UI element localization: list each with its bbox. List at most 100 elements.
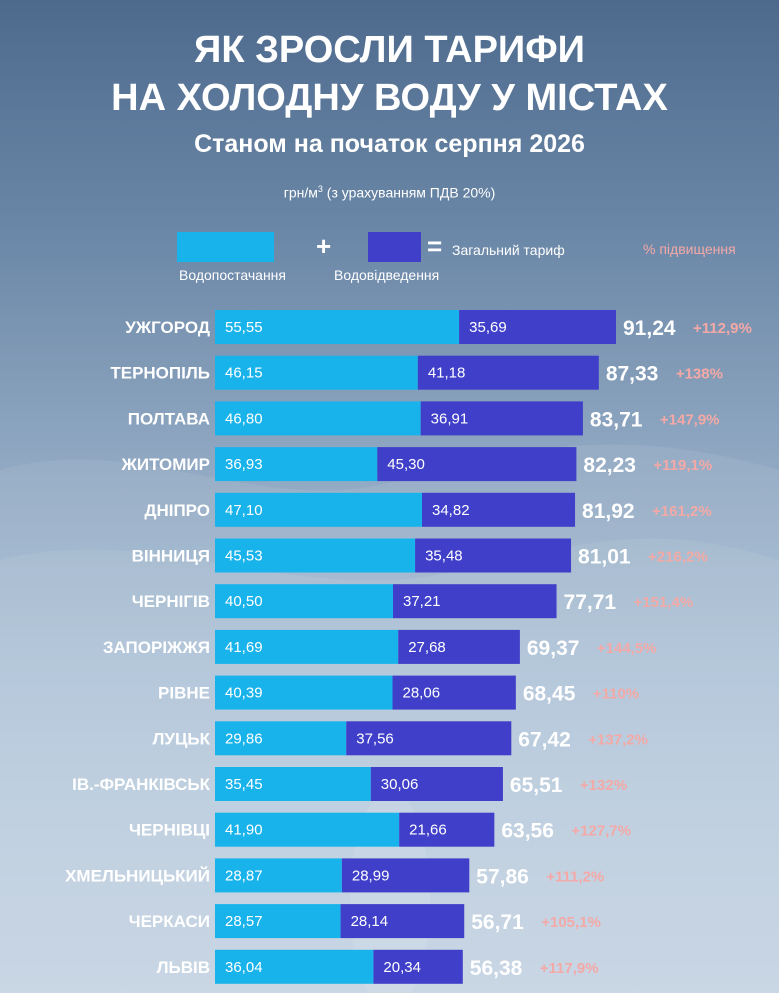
subtitle: Станом на початок серпня 2026: [194, 130, 585, 158]
city-label: ВІННИЦЯ: [132, 547, 210, 566]
unit-suffix: (з урахуванням ПДВ 20%): [322, 184, 496, 201]
supply-value-label: 41,69: [225, 639, 263, 656]
drainage-value-label: 20,34: [383, 959, 421, 976]
drainage-value-label: 35,69: [469, 319, 507, 336]
bar-drainage: [422, 492, 576, 527]
city-label: ЧЕРКАСИ: [129, 912, 210, 931]
drainage-value-label: 45,30: [387, 456, 425, 473]
bar-drainage: [373, 949, 463, 984]
unit-superscript: 3: [317, 184, 323, 194]
bar-supply: [215, 310, 460, 344]
title-line-1: ЯК ЗРОСЛИ ТАРИФИ: [194, 29, 585, 71]
bar-drainage: [392, 675, 516, 710]
title-line-2: НА ХОЛОДНУ ВОДУ У МІСТАХ: [111, 77, 668, 119]
bar-drainage: [420, 401, 583, 436]
legend-total-label: Загальний тариф: [452, 242, 565, 258]
city-label: ЗАПОРІЖЖЯ: [103, 638, 210, 657]
bar-supply: [215, 538, 416, 573]
increase-label: +132%: [580, 777, 627, 794]
bar-drainage: [377, 447, 577, 482]
drainage-value-label: 36,91: [431, 410, 469, 427]
total-value-label: 87,33: [606, 363, 659, 386]
city-label: РІВНЕ: [158, 684, 210, 703]
total-value-label: 56,71: [471, 911, 524, 934]
increase-label: +137,2%: [588, 731, 648, 748]
drainage-value-label: 21,66: [409, 822, 447, 839]
drainage-value-label: 30,06: [381, 776, 419, 793]
bar-supply: [215, 492, 423, 527]
drainage-value-label: 37,21: [403, 593, 441, 610]
bar-supply: [215, 767, 371, 801]
bar-supply: [215, 812, 400, 847]
legend-drainage-label: Водовідведення: [334, 267, 440, 283]
total-value-label: 69,37: [527, 637, 580, 660]
legend-equals: =: [427, 231, 443, 261]
legend-supply-label: Водопостачання: [179, 267, 286, 283]
city-label: ЛЬВІВ: [157, 958, 210, 977]
supply-value-label: 55,55: [225, 319, 263, 336]
bar-drainage: [417, 355, 599, 390]
bar-supply: [215, 721, 347, 756]
supply-value-label: 29,86: [225, 730, 263, 747]
bar-supply: [215, 447, 378, 482]
city-label: УЖГОРОД: [125, 318, 210, 337]
legend-swatch-drainage: [368, 232, 421, 262]
increase-label: +110%: [593, 686, 639, 703]
supply-value-label: 45,53: [225, 548, 263, 565]
legend-increase-label: % підвищення: [643, 241, 736, 257]
total-value-label: 91,24: [623, 317, 676, 340]
increase-label: +151,4%: [634, 594, 694, 611]
total-value-label: 56,38: [470, 957, 523, 980]
total-value-label: 83,71: [590, 408, 643, 431]
drainage-value-label: 28,14: [351, 913, 389, 930]
supply-value-label: 36,93: [225, 456, 263, 473]
city-label: ХМЕЛЬНИЦЬКИЙ: [65, 866, 210, 885]
drainage-value-label: 34,82: [432, 502, 470, 519]
increase-label: +144,5%: [597, 640, 657, 657]
city-label: ЧЕРНІВЦІ: [129, 821, 210, 840]
bar-drainage: [459, 310, 616, 344]
increase-label: +147,9%: [660, 411, 720, 428]
unit-note: грн/м3 (з урахуванням ПДВ 20%): [0, 180, 779, 202]
supply-value-label: 28,87: [225, 867, 263, 884]
bar-drainage: [346, 721, 512, 756]
increase-label: +138%: [676, 366, 723, 383]
increase-label: +127,7%: [571, 823, 631, 840]
supply-value-label: 46,80: [225, 410, 263, 427]
increase-label: +161,2%: [652, 503, 712, 520]
supply-value-label: 46,15: [225, 365, 263, 382]
bar-drainage: [398, 629, 520, 664]
bar-drainage: [415, 538, 572, 573]
total-value-label: 77,71: [564, 591, 617, 614]
bar-supply: [215, 858, 342, 893]
supply-value-label: 47,10: [225, 502, 263, 519]
increase-label: +216,2%: [648, 549, 708, 566]
drainage-value-label: 28,99: [352, 867, 390, 884]
total-value-label: 67,42: [518, 728, 571, 751]
bar-drainage: [392, 584, 557, 619]
city-label: ДНІПРО: [144, 501, 210, 520]
bar-supply: [215, 904, 341, 939]
total-value-label: 82,23: [583, 454, 636, 477]
total-value-label: 68,45: [523, 683, 576, 706]
bar-supply: [215, 401, 421, 436]
legend-plus: +: [316, 231, 332, 261]
bar-supply: [215, 355, 418, 390]
total-value-label: 65,51: [510, 774, 563, 797]
total-value-label: 81,92: [582, 500, 635, 523]
bar-supply: [215, 675, 393, 710]
supply-value-label: 40,39: [225, 685, 263, 702]
unit-prefix: грн/м: [283, 184, 318, 201]
city-label: ІВ.-ФРАНКІВСЬК: [72, 775, 211, 794]
increase-label: +112,9%: [693, 320, 752, 337]
bar-drainage: [341, 858, 470, 893]
city-label: ПОЛТАВА: [128, 409, 210, 428]
total-value-label: 63,56: [501, 820, 554, 843]
bar-supply: [215, 629, 399, 664]
city-label: ЧЕРНІГІВ: [132, 592, 210, 611]
drainage-value-label: 28,06: [403, 685, 441, 702]
supply-value-label: 36,04: [225, 959, 263, 976]
drainage-value-label: 37,56: [356, 730, 394, 747]
bar-drainage: [370, 767, 503, 801]
